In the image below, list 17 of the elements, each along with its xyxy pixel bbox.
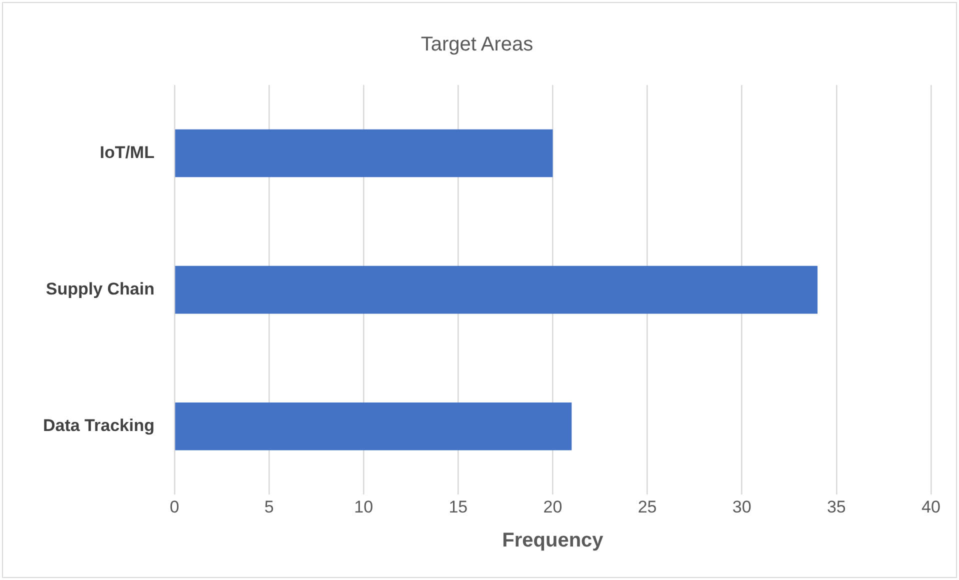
x-axis-title: Frequency	[502, 530, 604, 552]
x-tick-label: 15	[448, 497, 468, 516]
x-tick-label: 0	[170, 497, 180, 516]
x-tick-label: 10	[354, 497, 374, 516]
x-tick-label: 30	[732, 497, 752, 516]
x-tick-label: 5	[264, 497, 274, 516]
x-tick-label: 25	[638, 497, 657, 516]
y-tick-label: Supply Chain	[46, 279, 154, 298]
chart-title: Target Areas	[420, 34, 534, 56]
x-tick-label: 40	[922, 497, 940, 516]
bar	[175, 129, 553, 178]
y-tick-label: IoT/ML	[100, 142, 154, 162]
x-tick-label: 20	[543, 497, 562, 516]
x-tick-label: 35	[826, 497, 846, 516]
y-tick-label: Data Tracking	[42, 416, 154, 436]
bar	[175, 402, 572, 450]
bar	[175, 266, 818, 314]
